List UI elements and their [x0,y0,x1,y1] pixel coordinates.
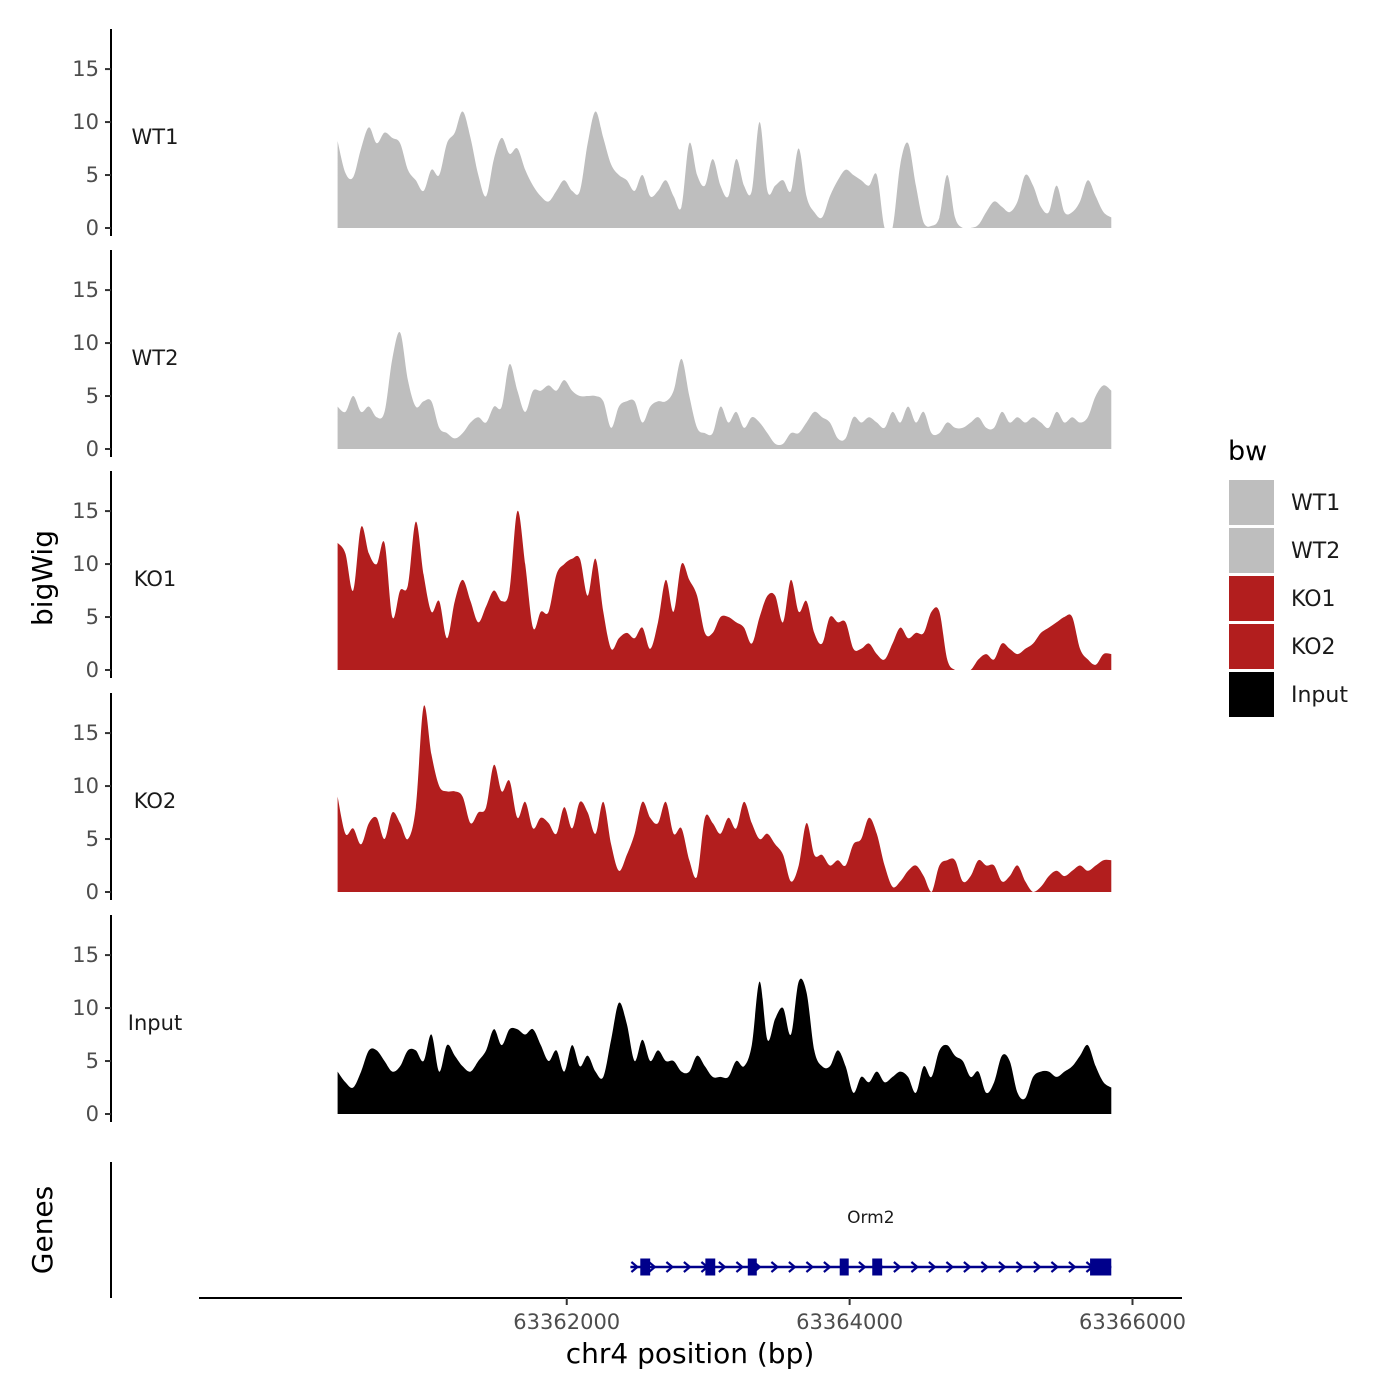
strand-arrow [770,1261,780,1273]
legend-item-input: Input [1229,672,1348,717]
strand-arrow [858,1261,867,1273]
strand-arrow [928,1261,937,1273]
legend-items: WT1 WT2 KO1 KO2 Input [1229,480,1348,717]
legend-swatch [1229,624,1274,669]
strand-arrow [1033,1261,1042,1273]
strand-arrow [665,1261,675,1273]
track-label-ko2: KO2 [134,789,177,813]
track-ko1: 0 5 10 15 KO1 [72,471,1112,682]
y-tick-label: 10 [72,774,99,798]
legend-label: WT1 [1291,491,1340,516]
x-tick-label: 63366000 [1079,1310,1186,1334]
legend-label: WT2 [1291,539,1340,564]
strand-arrow [1015,1261,1025,1273]
gene-models: Orm2 [630,1208,1112,1276]
x-tick-label: 63362000 [513,1310,620,1334]
strand-arrow [648,1261,657,1273]
y-tick-label: 5 [86,384,99,408]
strand-arrow [1050,1261,1060,1273]
y-tick-label: 10 [72,331,99,355]
strand-arrow [945,1261,955,1273]
strand-arrow [805,1261,815,1273]
track-label-wt1: WT1 [132,125,179,149]
legend-item-wt2: WT2 [1229,528,1340,573]
signal-area-input [337,978,1112,1114]
signal-area-wt2 [337,332,1112,449]
strand-arrow [893,1261,902,1273]
y-tick-label: 5 [86,827,99,851]
track-label-wt2: WT2 [132,346,179,370]
strand-arrow [910,1261,920,1273]
track-label-input: Input [128,1011,182,1035]
legend-label: Input [1291,683,1348,708]
y-tick-label: 0 [86,1102,99,1126]
y-tick-label: 15 [72,943,99,967]
x-tick-label: 63364000 [796,1310,903,1334]
gene-orm2: Orm2 [630,1208,1112,1276]
legend-title: bw [1228,436,1267,467]
signal-area-ko1 [337,510,1112,670]
strand-arrow [823,1261,832,1273]
legend-swatch [1229,480,1274,525]
legend-item-ko2: KO2 [1229,624,1336,669]
x-axis-title: chr4 position (bp) [566,1337,815,1370]
gene-exon [872,1258,883,1276]
track-wt2: 0 5 10 15 WT2 [72,250,1112,461]
y-tick-label: 10 [72,996,99,1020]
y-tick-label: 10 [72,110,99,134]
y-tick-label: 0 [86,880,99,904]
legend-label: KO1 [1291,587,1336,612]
strand-arrow [963,1261,972,1273]
strand-arrow [630,1261,640,1273]
y-tick-label: 5 [86,605,99,629]
gene-exon [747,1258,757,1276]
signal-tracks: 0 5 10 15 WT1 0 5 10 15 WT2 0 5 10 15 KO1 0 5 10 15 KO2 0 5 10… [72,29,1112,1126]
gene-exon [1090,1258,1112,1276]
legend-item-ko1: KO1 [1229,576,1336,621]
strand-arrow [980,1261,990,1273]
y-tick-label: 15 [72,278,99,302]
legend-swatch [1229,576,1274,621]
x-axis-ticks: 63362000 63364000 63366000 [513,1298,1186,1334]
signal-area-ko2 [337,705,1112,892]
gene-label: Orm2 [847,1208,894,1228]
strand-arrow [735,1261,745,1273]
legend-swatch [1229,528,1274,573]
track-ko2: 0 5 10 15 KO2 [72,693,1112,904]
gene-exon [839,1258,849,1276]
strand-arrow [998,1261,1007,1273]
track-wt1: 0 5 10 15 WT1 [72,29,1112,240]
signal-area-wt1 [337,111,1112,228]
track-input: 0 5 10 15 Input [72,915,1112,1126]
strand-arrow [718,1261,727,1273]
y-tick-label: 5 [86,163,99,187]
y-tick-label: 0 [86,658,99,682]
strand-arrow [1068,1261,1077,1273]
y-axis-title: bigWig [26,530,59,626]
gene-panel: Genes Orm2 [26,1162,1112,1298]
y-tick-label: 5 [86,1049,99,1073]
y-tick-label: 15 [72,499,99,523]
y-tick-label: 15 [72,57,99,81]
y-tick-label: 15 [72,721,99,745]
gene-exon [640,1258,651,1276]
track-label-ko1: KO1 [134,567,177,591]
y-tick-label: 10 [72,552,99,576]
legend-item-wt1: WT1 [1229,480,1340,525]
gene-exon [705,1258,716,1276]
legend-swatch [1229,672,1274,717]
legend: bw WT1 WT2 KO1 KO2 Input [1228,436,1348,717]
genes-axis-title: Genes [26,1186,59,1274]
x-axis: 63362000 63364000 63366000 chr4 position (… [199,1297,1186,1370]
y-tick-label: 0 [86,216,99,240]
y-tick-label: 0 [86,437,99,461]
strand-arrow [788,1261,797,1273]
legend-label: KO2 [1291,635,1336,660]
strand-arrow [683,1261,692,1273]
